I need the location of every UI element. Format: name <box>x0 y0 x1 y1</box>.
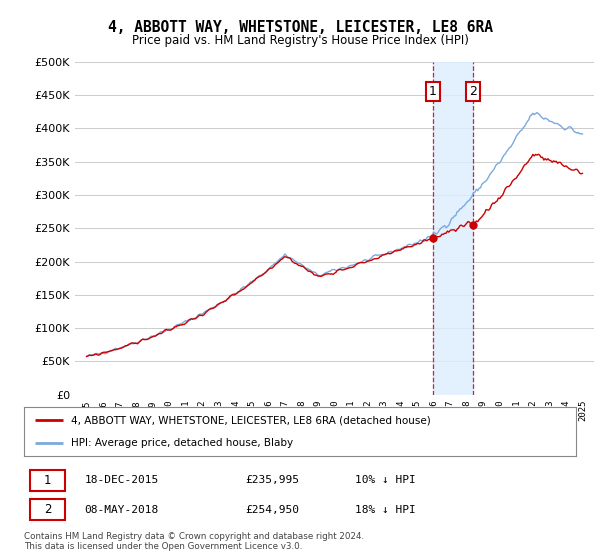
Text: Contains HM Land Registry data © Crown copyright and database right 2024.
This d: Contains HM Land Registry data © Crown c… <box>24 532 364 552</box>
Text: 08-MAY-2018: 08-MAY-2018 <box>85 505 159 515</box>
Bar <box>29 470 65 491</box>
Text: 4, ABBOTT WAY, WHETSTONE, LEICESTER, LE8 6RA (detached house): 4, ABBOTT WAY, WHETSTONE, LEICESTER, LE8… <box>71 416 431 426</box>
Text: 2: 2 <box>469 85 477 98</box>
Text: 10% ↓ HPI: 10% ↓ HPI <box>355 475 416 485</box>
Bar <box>433 62 473 395</box>
Text: Price paid vs. HM Land Registry's House Price Index (HPI): Price paid vs. HM Land Registry's House … <box>131 34 469 46</box>
Text: £254,950: £254,950 <box>245 505 299 515</box>
Text: 2: 2 <box>44 503 51 516</box>
Text: 1: 1 <box>44 474 51 487</box>
Text: £235,995: £235,995 <box>245 475 299 485</box>
Text: 4, ABBOTT WAY, WHETSTONE, LEICESTER, LE8 6RA: 4, ABBOTT WAY, WHETSTONE, LEICESTER, LE8… <box>107 20 493 35</box>
Text: 1: 1 <box>429 85 437 98</box>
Text: 18-DEC-2015: 18-DEC-2015 <box>85 475 159 485</box>
Text: 18% ↓ HPI: 18% ↓ HPI <box>355 505 416 515</box>
Text: HPI: Average price, detached house, Blaby: HPI: Average price, detached house, Blab… <box>71 438 293 448</box>
Bar <box>29 499 65 520</box>
